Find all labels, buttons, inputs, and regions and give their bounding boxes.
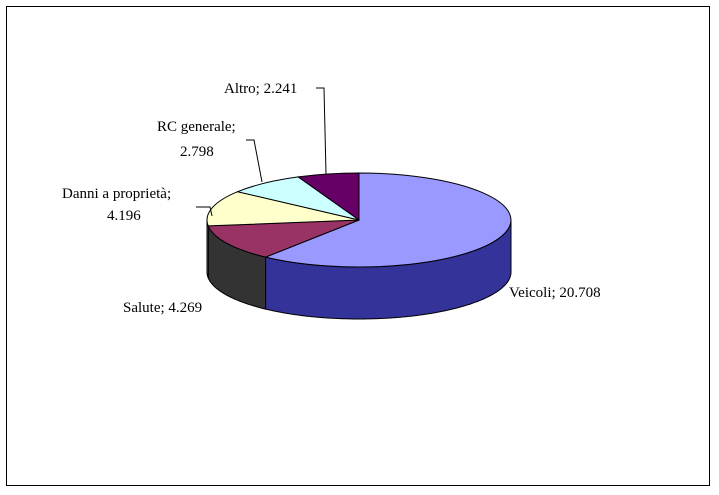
leader-line-altro <box>316 87 327 175</box>
data-labels: Veicoli; 20.708 Salute; 4.269 Danni a prop… <box>62 81 601 316</box>
pie-tops <box>206 172 512 268</box>
pie-slice-danni-a-proprieta <box>206 191 360 227</box>
leader-line-rc-generale <box>246 139 263 183</box>
data-label-veicoli: Veicoli; 20.708 <box>509 285 601 301</box>
leader-line-danni-a-proprieta <box>196 206 213 217</box>
label-leaders <box>196 87 327 217</box>
data-label-danni-a-proprieta: Danni a proprietà; 4.196 <box>62 186 171 224</box>
data-label-rc-generale: RC generale; 2.798 <box>157 119 236 160</box>
pie-slice-salute <box>207 219 360 258</box>
data-label-salute: Salute; 4.269 <box>123 300 202 316</box>
pie-slice-altro <box>296 172 360 221</box>
pie-side-danni-a-proprieta <box>206 220 209 279</box>
data-label-altro: Altro; 2.241 <box>224 81 297 97</box>
pie-slice-veicoli <box>263 172 512 268</box>
